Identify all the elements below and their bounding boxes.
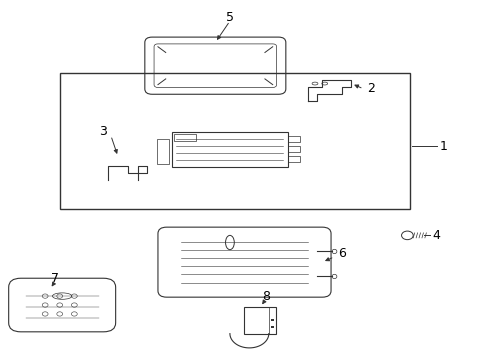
Bar (244, 307, 276, 334)
Bar (60, 73, 409, 208)
Text: 5: 5 (225, 11, 233, 24)
Bar (287, 136, 300, 142)
Bar (271, 319, 273, 321)
Text: 1: 1 (439, 140, 447, 153)
Bar (287, 156, 300, 162)
Bar (157, 139, 169, 164)
Text: 6: 6 (337, 247, 345, 260)
Text: 2: 2 (366, 82, 374, 95)
Text: 8: 8 (262, 289, 270, 303)
Bar (287, 146, 300, 152)
Text: 4: 4 (432, 229, 440, 242)
Bar (171, 132, 287, 167)
Text: 3: 3 (100, 125, 107, 138)
Text: 7: 7 (51, 272, 59, 285)
Bar (271, 327, 273, 328)
Bar (174, 134, 196, 141)
